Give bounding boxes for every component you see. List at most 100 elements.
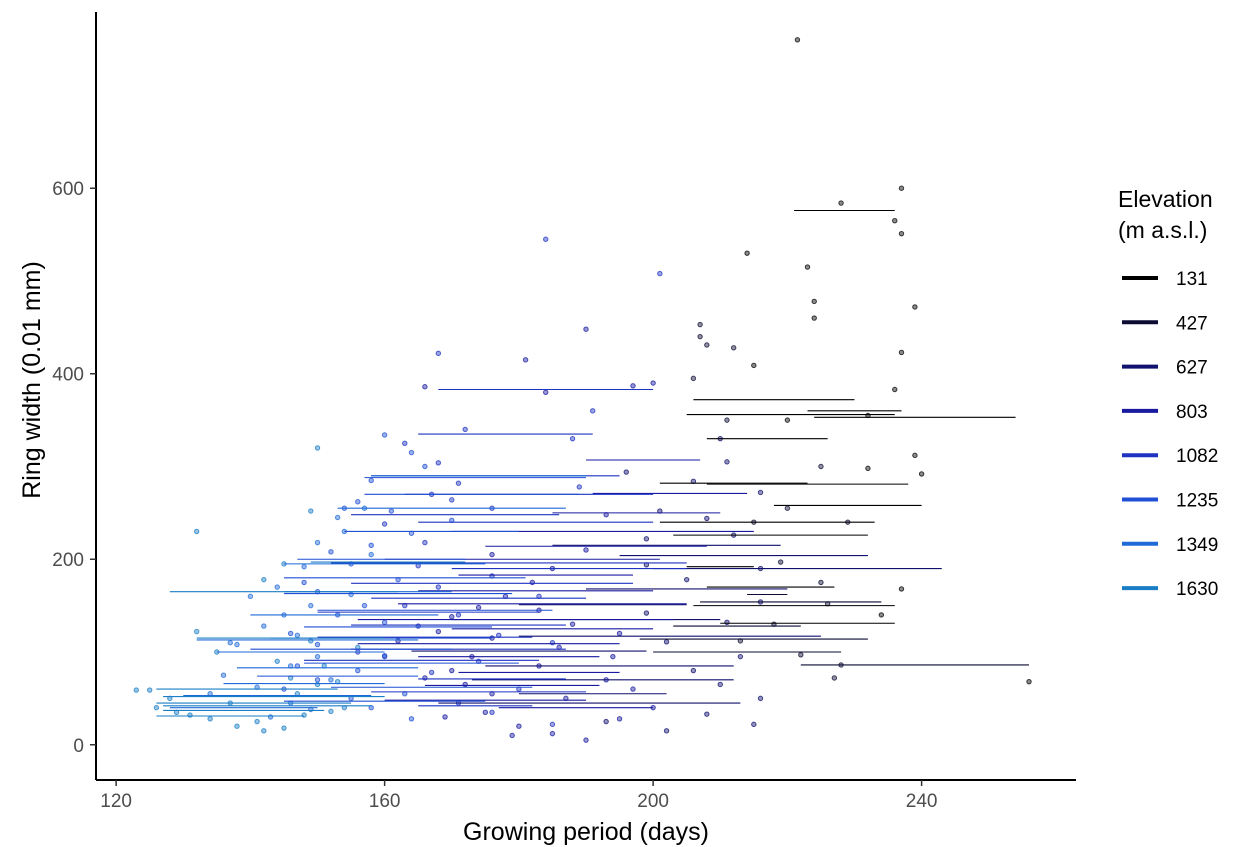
data-point-803 [650,380,656,386]
data-point-131 [751,362,757,369]
data-point-1082 [435,584,442,590]
data-point-627 [757,489,764,496]
data-point-1349 [308,602,314,609]
data-point-1349 [314,539,321,546]
data-point-627 [663,639,670,645]
data-point-627 [757,695,764,702]
data-point-131 [794,37,801,43]
data-point-1349 [368,551,374,558]
legend-label-627: 627 [1176,358,1208,379]
data-point-1630 [328,708,334,715]
data-point-803 [422,384,428,390]
data-point-1349 [227,640,233,646]
data-point-1082 [415,623,421,629]
data-point-803 [616,630,623,637]
data-point-1082 [435,460,442,466]
data-point-131 [892,217,898,224]
y-tick-label: 0 [73,736,84,757]
data-point-627 [643,610,650,616]
x-tick-label: 120 [100,791,132,812]
data-point-627 [690,667,697,674]
data-point-131 [804,264,811,270]
data-point-627 [663,728,670,734]
data-point-427 [831,675,838,681]
data-point-427 [798,652,804,658]
data-point-1235 [287,630,294,637]
legend-label-1082: 1082 [1176,446,1218,467]
legend: Elevation (m a.s.l.) 131 427 627 803 1082 123… [1118,186,1218,600]
data-point-1349 [294,632,301,639]
data-point-1235 [422,463,428,470]
data-point-803 [422,675,428,681]
data-point-803 [449,614,455,620]
data-point-1349 [261,623,267,629]
data-point-131 [744,250,750,256]
data-point-1235 [368,542,374,549]
y-axis-title: Ring width (0.01 mm) [18,261,46,499]
y-tick-label: 200 [52,550,84,571]
data-point-803 [475,604,482,611]
data-point-627 [704,711,710,717]
x-tick-label: 160 [369,791,401,812]
legend-label-131: 131 [1176,269,1208,290]
data-point-803 [529,579,536,586]
data-point-1349 [274,584,280,590]
data-point-803 [569,621,576,627]
data-point-1235 [381,653,388,659]
data-point-131 [898,586,905,592]
legend-title-line1: Elevation [1118,186,1213,212]
data-point-1235 [381,619,388,626]
data-point-1349 [328,677,334,683]
data-point-1235 [388,508,395,514]
data-point-627 [737,653,744,660]
data-point-1082 [428,669,435,676]
y-tick-label: 400 [52,365,84,386]
data-point-427 [730,345,737,351]
data-point-627 [623,469,629,475]
data-point-1235 [408,716,415,722]
data-point-1630 [193,628,200,635]
data-point-803 [616,716,623,722]
data-point-803 [509,732,515,739]
legend-label-1235: 1235 [1176,491,1218,512]
data-point-1082 [402,440,408,447]
data-point-627 [704,515,710,522]
data-point-803 [482,709,489,715]
data-point-627 [751,721,757,728]
data-point-627 [724,459,730,465]
data-point-1082 [569,435,576,442]
data-point-1235 [361,602,368,609]
data-point-1235 [328,549,334,555]
data-point-1235 [381,432,388,438]
data-point-427 [690,375,697,382]
data-point-803 [449,667,455,674]
data-point-1082 [543,236,549,242]
data-point-1630 [133,687,139,693]
data-point-1082 [576,484,582,490]
data-point-803 [543,389,549,395]
data-point-131 [898,185,905,191]
data-point-1349 [301,563,307,570]
data-point-1630 [146,687,153,693]
data-point-1349 [247,593,254,600]
data-point-427 [697,333,703,340]
data-point-1630 [274,658,280,664]
data-point-1082 [549,640,556,646]
x-tick-label: 200 [637,791,669,812]
data-point-131 [898,349,905,356]
data-point-131 [1026,678,1032,685]
data-point-1630 [207,716,213,722]
data-point-131 [912,452,918,459]
data-point-1235 [408,449,415,456]
data-point-1630 [314,681,321,688]
legend-title-line2: (m a.s.l.) [1118,217,1207,243]
data-point-627 [717,681,723,688]
data-point-1349 [267,714,274,720]
y-axis-ticks: 0 200 400 600 [52,179,96,757]
data-point-803 [583,326,589,332]
data-point-131 [811,298,817,305]
data-point-1082 [455,612,462,618]
data-point-1082 [462,426,468,433]
data-point-1630 [301,712,307,718]
data-point-1349 [220,672,227,678]
